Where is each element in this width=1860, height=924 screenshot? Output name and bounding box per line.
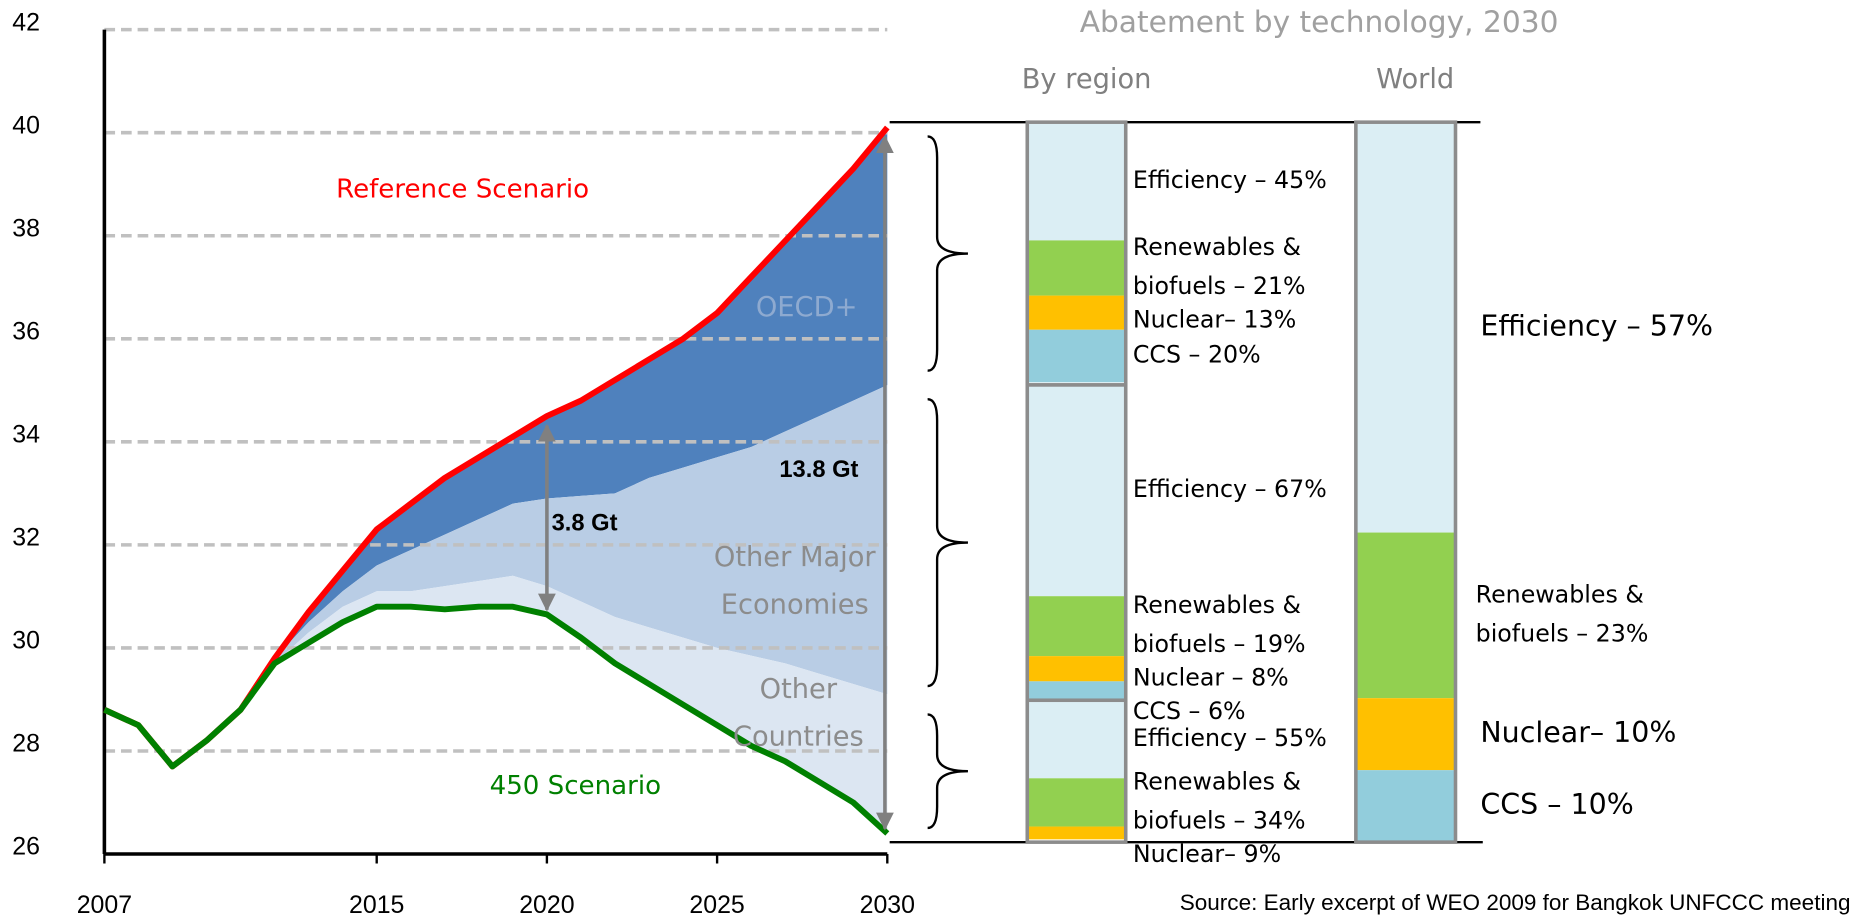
region-label: Other Major (714, 542, 877, 573)
source: Source: Early excerpt of WEO 2009 for Ba… (1180, 890, 1851, 915)
region-area (274, 385, 888, 695)
x-tick-label: 2007 (77, 891, 132, 919)
series-label: 450 Scenario (490, 771, 661, 801)
x-tick-label: 2025 (689, 891, 744, 919)
abatement-label: Efficiency – 55% (1133, 724, 1327, 752)
abatement-segment (1027, 778, 1126, 827)
region-label: Economies (721, 590, 869, 621)
abatement-label: Efficiency – 67% (1133, 475, 1327, 503)
x-tick-label: 2020 (519, 891, 574, 919)
abatement-label: Renewables & (1133, 233, 1301, 261)
abatement-label: Efficiency – 57% (1480, 309, 1713, 342)
abatement-label: CCS – 10% (1480, 788, 1633, 821)
y-tick-label: 26 (12, 833, 40, 861)
abatement-label: Renewables & (1133, 767, 1301, 795)
abatement-segment (1027, 384, 1126, 597)
abatement-label: Efficiency – 45% (1133, 166, 1327, 194)
y-tick-label: 28 (12, 730, 40, 758)
region-label: OECD+ (756, 292, 858, 323)
abatement-block (1025, 698, 1128, 844)
abatement-segment (1355, 532, 1456, 699)
abatement-label: biofuels – 34% (1133, 806, 1306, 834)
y-tick-label: 42 (12, 8, 40, 36)
region-area (274, 575, 888, 834)
abatement-segment (1355, 770, 1456, 843)
abatement-label: biofuels – 23% (1476, 619, 1649, 647)
abatement-label: Renewables & (1476, 580, 1644, 608)
abatement-segment (1355, 698, 1456, 771)
region-label: Other (760, 674, 838, 705)
annotation: 3.8 Gt (552, 511, 618, 537)
abatement-label: Nuclear– 13% (1133, 305, 1296, 333)
abatement-segment (1027, 240, 1126, 296)
abatement-label: CCS – 6% (1133, 697, 1246, 725)
y-tick-label: 32 (12, 524, 40, 552)
x-tick-label: 2015 (349, 891, 404, 919)
y-tick-label: 30 (12, 627, 40, 655)
series-line (103, 603, 890, 836)
series-label: Reference Scenario (336, 174, 589, 204)
abatement-label: Nuclear– 9% (1133, 840, 1281, 868)
abatement-segment (1027, 656, 1126, 682)
by-region-label: By region (1022, 64, 1152, 95)
abatement-label: Renewables & (1133, 591, 1301, 619)
brace (927, 135, 968, 372)
abatement-label: biofuels – 21% (1133, 272, 1306, 300)
region-area (274, 127, 888, 659)
x-tick-label: 2030 (860, 891, 915, 919)
brace (927, 713, 968, 830)
y-tick-label: 38 (12, 214, 40, 242)
annotation: 13.8 Gt (779, 457, 858, 483)
abatement-label: Nuclear – 8% (1133, 664, 1289, 692)
abatement-label: Nuclear– 10% (1480, 716, 1676, 749)
abatement-segment (1027, 596, 1126, 657)
abatement-label: CCS – 20% (1133, 341, 1261, 369)
world-label: World (1376, 64, 1454, 95)
brace (927, 397, 968, 688)
abatement-segment (1027, 122, 1126, 241)
abatement-label: biofuels – 19% (1133, 630, 1306, 658)
y-tick-label: 40 (12, 111, 40, 139)
abatement-segment (1027, 681, 1126, 701)
abatement-segment (1027, 329, 1126, 383)
y-tick-label: 34 (12, 420, 40, 448)
abatement-segment (1355, 122, 1456, 533)
abatement-block (1354, 120, 1458, 844)
abatement-segment (1027, 295, 1126, 330)
abatement-segment (1027, 826, 1126, 840)
region-label: Countries (733, 721, 864, 752)
abatement-segment (1027, 700, 1126, 779)
abatement-title: Abatement by technology, 2030 (1080, 4, 1559, 39)
y-tick-label: 36 (12, 317, 40, 345)
